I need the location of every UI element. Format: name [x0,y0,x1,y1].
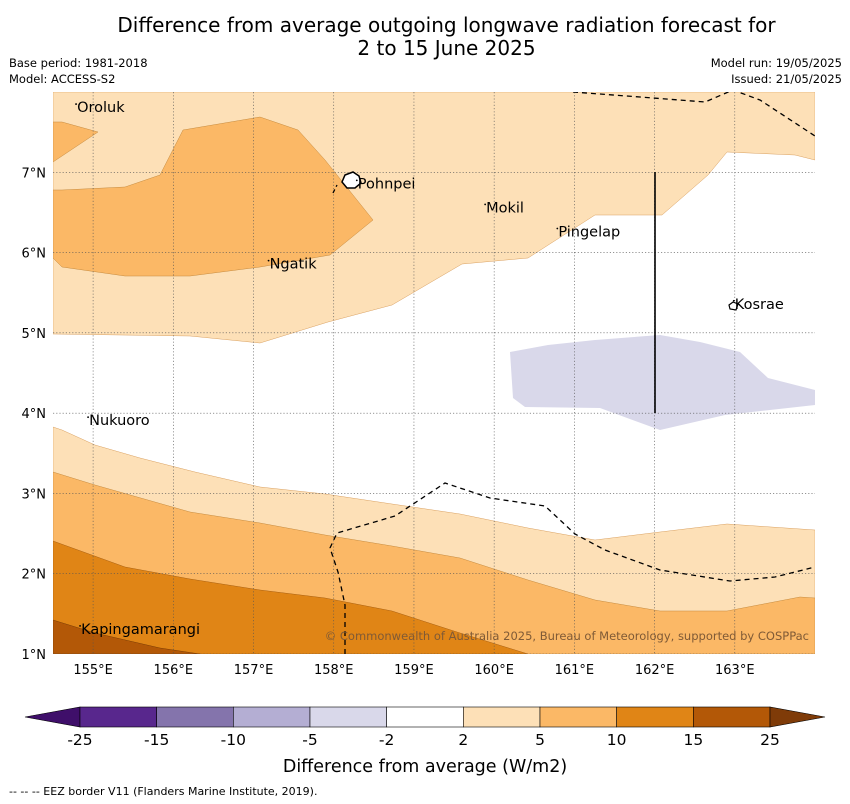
meta-right: Model run: 19/05/2025 Issued: 21/05/2025 [711,55,842,87]
place-marker [484,203,487,206]
footer-note: -- -- -- EEZ border V11 (Flanders Marine… [9,785,318,798]
anomaly-patch-negative-2-to-5 [510,335,815,430]
colorbar-bin [463,706,541,728]
colorbar-extend-low [24,706,81,728]
lon-tick-label: 156°E [154,663,194,678]
base-period: Base period: 1981-2018 [9,56,148,70]
place-marker [267,259,270,262]
place-label: Nukuoro [89,413,150,429]
place-labels: Oroluk Pohnpei Mokil Pingelap Ngatik Kosrae Nu… [75,100,784,638]
eez-border-pohnpei [332,184,338,194]
anomaly-band-south-10-to-15 [53,540,529,654]
colorbar-tick-label: -25 [67,731,92,749]
lat-tick-label: 5°N [22,327,47,342]
lon-tick-label: 161°E [555,663,595,678]
tick-labels: 155°E 156°E 157°E 158°E 159°E 160°E 161°E 162°E… [22,166,755,678]
colorbar-bin [693,706,771,728]
lat-tick-label: 1°N [22,648,47,663]
place-label: Kapingamarangi [81,622,200,638]
anomaly-patch-oroluk [53,121,99,163]
title-line-2: 2 to 15 June 2025 [357,36,536,60]
lon-tick-label: 163°E [715,663,755,678]
lat-tick-label: 4°N [22,407,47,422]
colorbar-bin [233,706,311,728]
colorbar-tick-label: 5 [535,731,545,749]
issued-date: Issued: 21/05/2025 [731,72,842,86]
lat-tick-label: 7°N [22,166,47,181]
colorbar: -25 -15 -10 -5 -2 2 5 10 15 25 [24,706,826,749]
anomaly-band-north-5-to-10 [53,116,374,277]
colorbar-tick-label: -2 [379,731,394,749]
place-marker [556,227,559,230]
lon-tick-label: 155°E [73,663,113,678]
colorbar-extend-high [769,706,826,728]
copyright-text: © Commonwealth of Australia 2025, Bureau… [325,629,809,643]
colorbar-tick-label: 2 [458,731,468,749]
lon-tick-label: 159°E [394,663,434,678]
colorbar-bin [156,706,234,728]
place-marker [355,179,358,182]
eez-border-south [329,482,815,654]
lat-tick-label: 6°N [22,247,47,262]
kosrae-island-icon [728,301,739,311]
colorbar-bin [539,706,617,728]
lat-tick-label: 2°N [22,568,47,583]
pohnpei-island-icon [341,171,362,189]
place-label: Mokil [486,200,524,216]
colorbar-bin [386,706,464,728]
colorbar-bin [309,706,387,728]
place-label: Pohnpei [358,176,416,192]
colorbar-title: Difference from average (W/m2) [283,757,567,777]
lon-tick-label: 162°E [635,663,675,678]
colorbar-tick-label: -15 [144,731,169,749]
place-label: Kosrae [735,297,784,313]
title-line-1: Difference from average outgoing longwav… [117,13,776,37]
place-marker [87,416,89,419]
colorbar-tick-label: 10 [607,731,627,749]
model-name: Model: ACCESS-S2 [9,72,116,86]
colorbar-tick-label: 25 [760,731,780,749]
lat-tick-label: 3°N [22,487,47,502]
colorbar-bin [616,706,694,728]
map-title: Difference from average outgoing longwav… [0,14,850,60]
colorbar-tick-label: -10 [221,731,246,749]
meta-left: Base period: 1981-2018 Model: ACCESS-S2 [9,55,148,87]
place-label: Oroluk [77,100,125,116]
lon-tick-label: 157°E [234,663,274,678]
place-label: Ngatik [270,257,318,273]
map-area: Oroluk Pohnpei Mokil Pingelap Ngatik Kosrae Nu… [53,92,815,654]
lon-tick-label: 158°E [314,663,354,678]
place-marker [79,625,81,627]
colorbar-bin [79,706,157,728]
place-marker [75,103,77,105]
place-marker [732,299,735,302]
colorbar-tick-label: 15 [683,731,703,749]
eez-border-north [572,92,815,137]
colorbar-tick-label: -5 [302,731,317,749]
lon-tick-label: 160°E [474,663,514,678]
anomaly-band-south-15-to-25 [53,619,201,654]
model-run: Model run: 19/05/2025 [710,56,842,70]
place-label: Pingelap [558,225,620,241]
